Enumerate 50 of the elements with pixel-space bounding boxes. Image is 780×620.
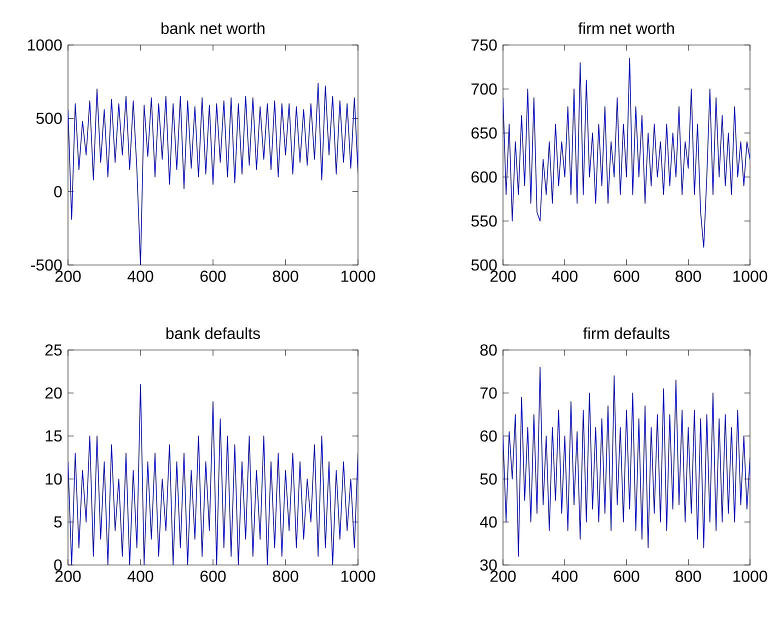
y-tick-label: 25 — [45, 344, 62, 356]
x-tick-label: 400 — [128, 270, 154, 282]
y-tick-label: 30 — [480, 559, 497, 571]
y-tick-label: 80 — [480, 344, 497, 356]
x-tick-label: 800 — [676, 270, 701, 282]
x-tick-label: 400 — [552, 270, 578, 282]
y-tick-label: 5 — [54, 516, 62, 528]
chart-title: bank net worth — [162, 22, 264, 34]
y-tick-label: 0 — [54, 559, 62, 571]
y-tick-label: 40 — [480, 516, 497, 528]
line-series — [68, 384, 358, 565]
x-tick-label: 200 — [490, 270, 516, 282]
y-tick-label: 50 — [480, 473, 497, 485]
y-tick-label: 70 — [480, 387, 497, 399]
x-tick-label: 800 — [676, 570, 701, 582]
line-series — [503, 58, 750, 248]
chart-title: firm net worth — [578, 22, 674, 34]
chart-title: firm defaults — [583, 327, 670, 340]
x-tick-label: 1000 — [341, 570, 376, 582]
y-tick-label: 500 — [36, 112, 62, 124]
y-tick-label: -500 — [31, 259, 62, 271]
y-tick-label: 20 — [45, 387, 62, 399]
x-tick-label: 1000 — [733, 270, 768, 282]
x-tick-label: 400 — [552, 570, 578, 582]
chart-title: bank defaults — [166, 327, 260, 340]
x-tick-label: 600 — [614, 570, 640, 582]
x-tick-label: 200 — [490, 570, 516, 582]
x-tick-label: 800 — [272, 570, 298, 582]
y-tick-label: 500 — [471, 259, 497, 271]
y-tick-label: 700 — [472, 83, 497, 95]
x-tick-label: 1000 — [733, 570, 768, 582]
y-tick-label: 550 — [471, 215, 497, 227]
x-tick-label: 200 — [55, 570, 81, 582]
x-tick-label: 600 — [200, 270, 226, 282]
x-tick-label: 600 — [200, 570, 226, 582]
y-tick-label: 0 — [54, 186, 62, 198]
x-tick-label: 1000 — [341, 270, 376, 282]
x-tick-label: 600 — [614, 270, 640, 282]
y-tick-label: 600 — [472, 171, 497, 183]
y-tick-label: 650 — [472, 127, 497, 139]
line-series — [68, 82, 358, 265]
y-tick-label: 10 — [46, 473, 62, 485]
y-tick-label: 1000 — [28, 39, 62, 51]
x-tick-label: 200 — [55, 270, 81, 282]
y-tick-label: 750 — [472, 39, 497, 51]
y-tick-label: 60 — [480, 430, 497, 442]
x-tick-label: 400 — [128, 570, 154, 582]
x-tick-label: 800 — [272, 270, 298, 282]
line-series — [503, 366, 750, 557]
y-tick-label: 15 — [46, 430, 62, 442]
